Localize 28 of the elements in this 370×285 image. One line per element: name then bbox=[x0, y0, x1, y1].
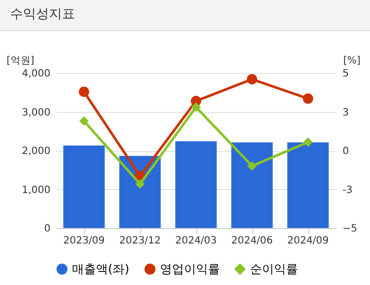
y-tick-label: 1,000 bbox=[22, 184, 50, 196]
bar bbox=[175, 141, 217, 228]
y2-tick-label: 0 bbox=[342, 146, 349, 157]
y-axis-title: [억원] bbox=[6, 56, 34, 66]
y-tick-label: 4,000 bbox=[22, 68, 50, 80]
legend-label: 매출액(좌) bbox=[72, 262, 130, 276]
y2-tick-label: −5 bbox=[342, 224, 358, 234]
y2-tick-label: -3 bbox=[342, 184, 352, 196]
y-tick-label: 3,000 bbox=[22, 107, 50, 118]
bar bbox=[63, 145, 105, 228]
bar bbox=[231, 142, 273, 228]
x-tick-label: 2024/06 bbox=[231, 236, 273, 246]
point bbox=[302, 93, 314, 104]
bar bbox=[287, 142, 329, 228]
x-tick-label: 2024/09 bbox=[287, 236, 329, 246]
legend-label: 영업이익률 bbox=[160, 262, 220, 276]
y2-tick-label: 3 bbox=[342, 107, 349, 118]
legend-label: 순이익률 bbox=[250, 262, 298, 276]
x-tick-label: 2023/12 bbox=[119, 236, 161, 246]
point bbox=[246, 74, 258, 84]
point bbox=[78, 86, 90, 97]
chart-title: 수익성지표 bbox=[0, 0, 370, 31]
x-tick-label: 2023/09 bbox=[63, 236, 105, 246]
y2-axis-title: [%] bbox=[343, 56, 361, 66]
x-tick-label: 2024/03 bbox=[175, 236, 217, 246]
y2-tick-label: 5 bbox=[342, 68, 349, 80]
y-tick-label: 0 bbox=[44, 224, 50, 234]
y-tick-label: 2,000 bbox=[22, 146, 50, 157]
